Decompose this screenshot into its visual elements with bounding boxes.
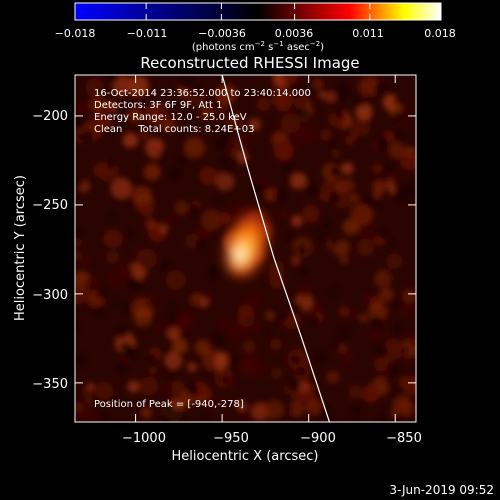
x-tick-label: −1000 bbox=[122, 431, 166, 446]
annotation-clean: Clean Total counts: 8.24E+03 bbox=[94, 124, 254, 135]
y-tick-labels: −200 −250 −300 −350 bbox=[32, 109, 68, 392]
x-axis-label: Heliocentric X (arcsec) bbox=[172, 449, 319, 464]
y-tick-label: −350 bbox=[32, 377, 68, 392]
colorbar-tick-label: −0.018 bbox=[55, 27, 96, 40]
y-tick-label: −200 bbox=[32, 109, 68, 124]
x-tick-label: −950 bbox=[213, 431, 249, 446]
annotation-time: 16-Oct-2014 23:36:52.000 to 23:40:14.000 bbox=[94, 88, 311, 99]
annotation-detectors: Detectors: 3F 6F 9F, Att 1 bbox=[94, 100, 222, 111]
colorbar-tick-label: 0.018 bbox=[424, 27, 456, 40]
y-axis-label: Heliocentric Y (arcsec) bbox=[13, 175, 28, 321]
x-tick-label: −850 bbox=[386, 431, 422, 446]
colorbar-tick-label: 0.011 bbox=[352, 27, 384, 40]
footer-date: 3-Jun-2019 09:52 bbox=[389, 483, 494, 497]
colorbar-tick-label: −0.0036 bbox=[198, 27, 246, 40]
annotation-block: 16-Oct-2014 23:36:52.000 to 23:40:14.000… bbox=[94, 88, 311, 135]
colorbar-tick-labels: −0.018 −0.011 −0.0036 0.0036 0.011 0.018 bbox=[55, 27, 456, 40]
plot-frame bbox=[74, 74, 417, 423]
colorbar bbox=[74, 2, 442, 21]
colorbar-ticks bbox=[74, 3, 442, 20]
x-tick-labels: −1000 −950 −900 −850 bbox=[122, 431, 422, 446]
axis-ticks bbox=[75, 75, 416, 422]
heatmap-image bbox=[75, 75, 416, 422]
solar-limb-curve bbox=[221, 75, 331, 422]
x-tick-label: −900 bbox=[300, 431, 336, 446]
colorbar-unit: (photons cm−2 s−1 asec−2) bbox=[192, 40, 324, 53]
colorbar-tick-label: 0.0036 bbox=[275, 27, 314, 40]
annotation-energy: Energy Range: 12.0 - 25.0 keV bbox=[94, 112, 247, 123]
chart-title: Reconstructed RHESSI Image bbox=[140, 54, 359, 72]
peak-source bbox=[233, 246, 246, 263]
annotation-peak: Position of Peak = [-940,-278] bbox=[94, 399, 244, 410]
colorbar-tick-label: −0.011 bbox=[127, 27, 168, 40]
y-tick-label: −300 bbox=[32, 288, 68, 303]
y-tick-label: −250 bbox=[32, 198, 68, 213]
